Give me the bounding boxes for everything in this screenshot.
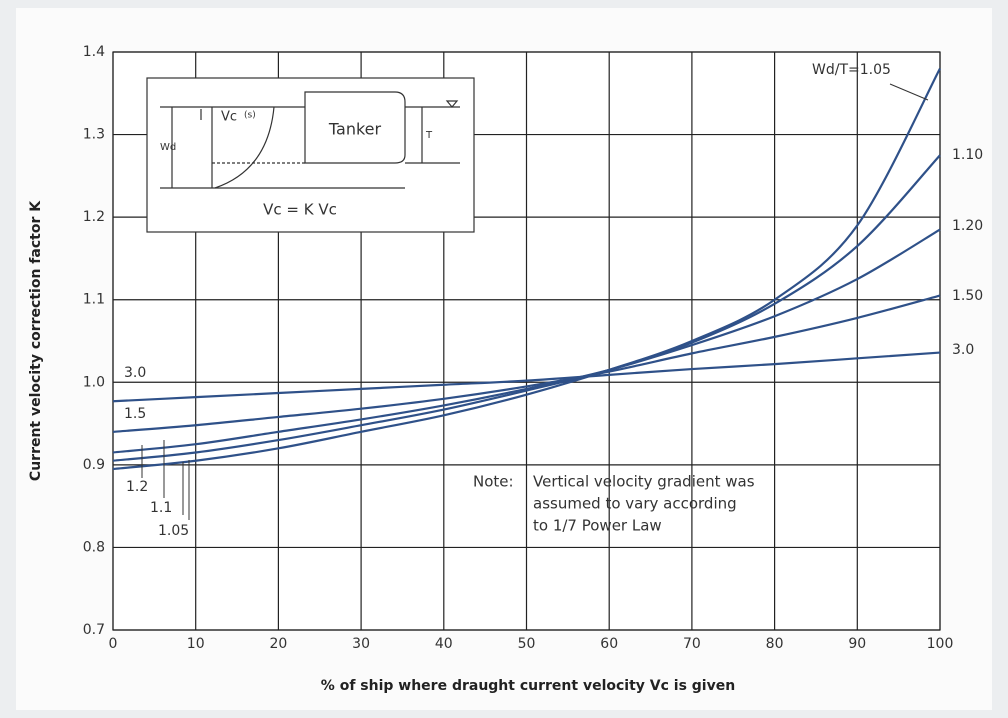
inset-diagram: Wd T Vc (s) Tanker Vc = K Vc xyxy=(147,78,474,232)
y-tick-label: 0.7 xyxy=(83,622,105,638)
note-text: assumed to vary according xyxy=(533,495,737,513)
curve-label: 1.05 xyxy=(158,523,189,539)
x-tick-label: 30 xyxy=(352,636,370,652)
y-tick-label: 0.9 xyxy=(83,457,105,473)
inset-formula: Vc = K Vc xyxy=(263,201,337,219)
y-tick-label: 1.0 xyxy=(83,374,105,390)
inset-label: Tanker xyxy=(328,120,382,139)
series-label: Wd/T=1.05 xyxy=(812,62,891,78)
x-tick-label: 80 xyxy=(766,636,784,652)
curve-label: 1.2 xyxy=(126,479,148,495)
x-tick-label: 90 xyxy=(848,636,866,652)
x-tick-label: 10 xyxy=(187,636,205,652)
x-tick-label: 50 xyxy=(518,636,536,652)
y-axis-label: Current velocity correction factor K xyxy=(28,200,44,481)
y-tick-label: 1.4 xyxy=(83,44,105,60)
x-tick-label: 100 xyxy=(927,636,954,652)
chart: 0.70.80.91.01.11.21.31.40102030405060708… xyxy=(0,0,1008,718)
y-tick-label: 1.2 xyxy=(83,209,105,225)
curve-label: 1.5 xyxy=(124,406,146,422)
inset-label: Vc xyxy=(221,110,237,125)
x-tick-label: 70 xyxy=(683,636,701,652)
note-text: Vertical velocity gradient was xyxy=(533,473,755,491)
x-tick-label: 20 xyxy=(269,636,287,652)
series-label: 1.50 xyxy=(952,288,983,304)
curve-label: 1.1 xyxy=(150,500,172,516)
x-tick-label: 40 xyxy=(435,636,453,652)
inset-label: Wd xyxy=(160,142,176,153)
note-text: to 1/7 Power Law xyxy=(533,517,662,535)
series-label: 1.20 xyxy=(952,218,983,234)
y-tick-label: 1.1 xyxy=(83,292,105,308)
x-tick-label: 60 xyxy=(600,636,618,652)
x-tick-label: 0 xyxy=(109,636,118,652)
inset-label: T xyxy=(425,130,433,141)
x-axis-label: % of ship where draught current velocity… xyxy=(321,678,735,694)
curve-label: 3.0 xyxy=(124,365,146,381)
note-text: Note: xyxy=(473,473,514,491)
inset-label: (s) xyxy=(244,111,256,121)
y-tick-label: 1.3 xyxy=(83,127,105,143)
y-tick-label: 0.8 xyxy=(83,539,105,555)
series-label: 1.10 xyxy=(952,147,983,163)
series-label: 3.0 xyxy=(952,342,974,358)
